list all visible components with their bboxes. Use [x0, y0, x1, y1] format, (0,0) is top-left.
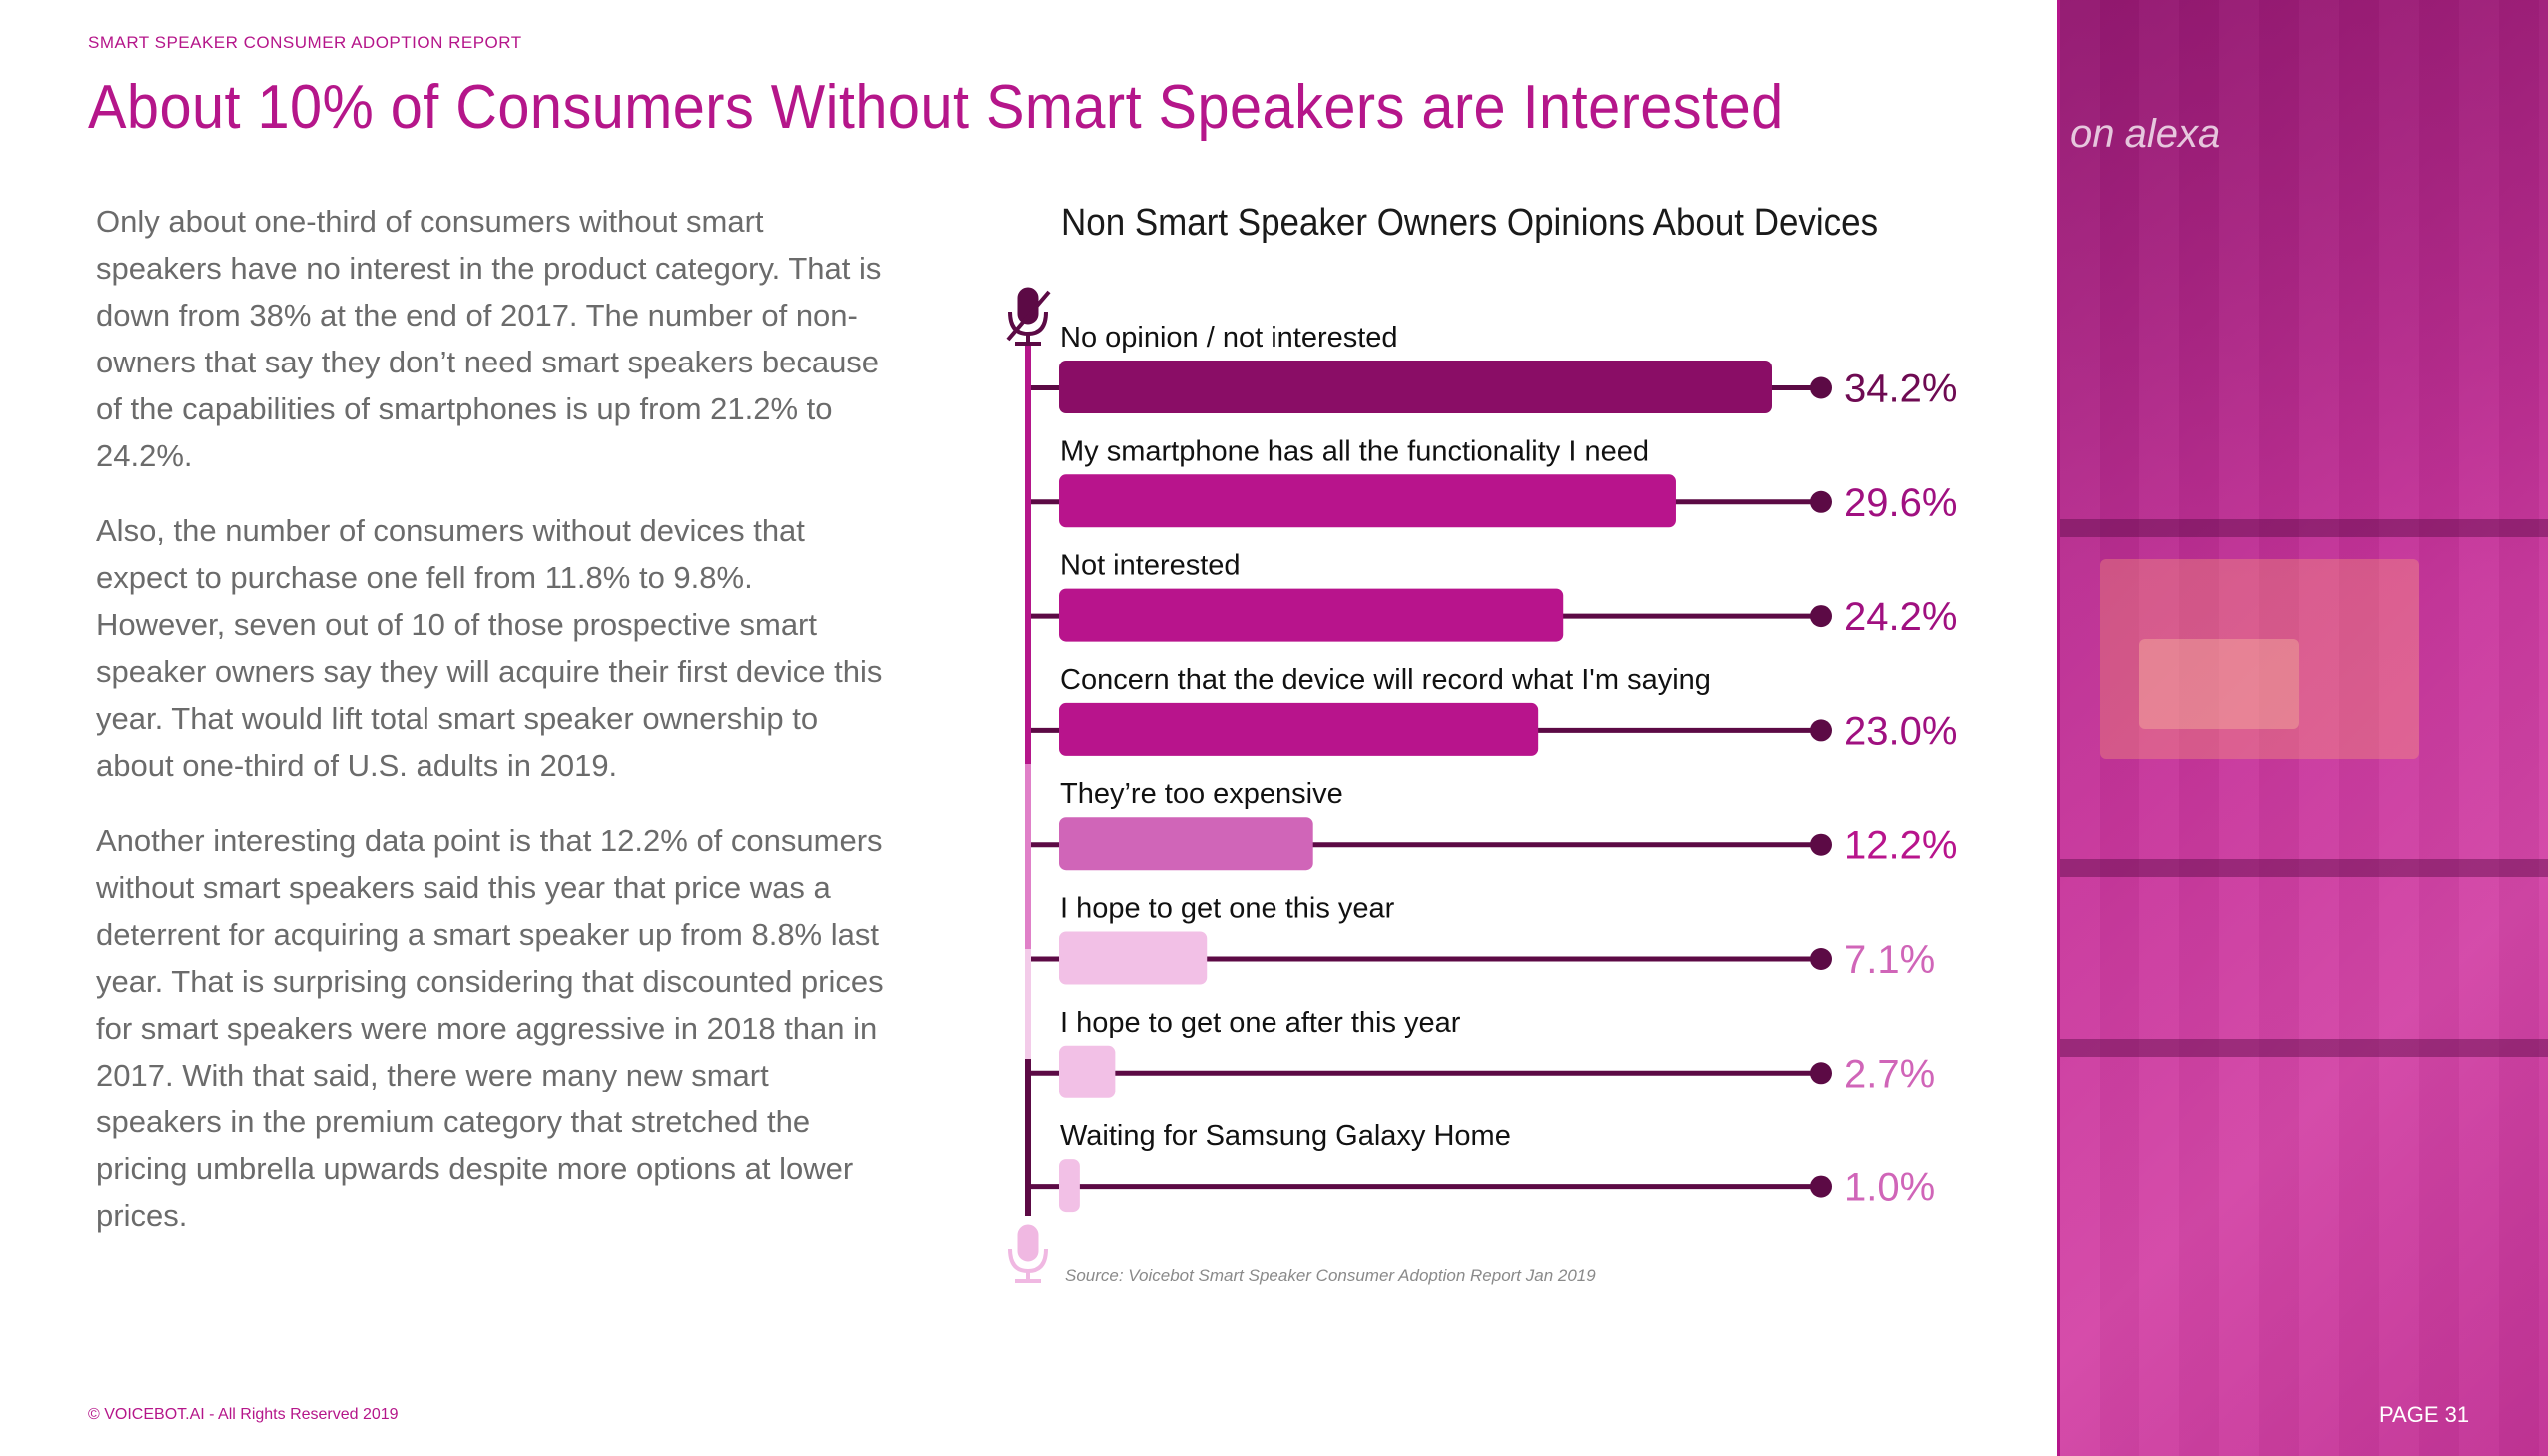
- alexa-sign: on alexa: [2070, 112, 2221, 156]
- value-label: 12.2%: [1844, 824, 1957, 868]
- category-label: No opinion / not interested: [1060, 322, 1398, 354]
- chart-axis: [1025, 345, 1031, 1216]
- bar-group: No opinion / not interested 34.2%: [1031, 322, 1957, 413]
- bar: [1059, 931, 1208, 985]
- endpoint-dot: [1810, 490, 1832, 513]
- muted-microphone-icon: [1006, 287, 1051, 346]
- endpoint-dot: [1810, 1062, 1832, 1085]
- value-label: 29.6%: [1844, 481, 1957, 525]
- category-label: Not interested: [1060, 550, 1241, 582]
- bar-group: Concern that the device will record what…: [1031, 664, 1957, 756]
- value-label: 7.1%: [1844, 938, 1935, 982]
- category-label: I hope to get one this year: [1060, 893, 1395, 925]
- bar: [1059, 817, 1313, 871]
- value-label: 34.2%: [1844, 367, 1957, 411]
- bar: [1059, 1045, 1116, 1098]
- endpoint-dot: [1810, 948, 1832, 970]
- value-label: 23.0%: [1844, 709, 1957, 753]
- page-number: PAGE 31: [2379, 1402, 2470, 1427]
- chart-source: Source: Voicebot Smart Speaker Consumer …: [1065, 1266, 1596, 1285]
- store-display-photo: on alexa: [2057, 0, 2548, 1456]
- endpoint-dot: [1810, 1175, 1832, 1198]
- category-label: Waiting for Samsung Galaxy Home: [1060, 1120, 1511, 1152]
- bar-group: They’re too expensive 12.2%: [1031, 778, 1957, 871]
- chart-title: Non Smart Speaker Owners Opinions About …: [1061, 202, 1879, 244]
- bar-group: Waiting for Samsung Galaxy Home 1.0%: [1031, 1120, 1935, 1213]
- category-label: My smartphone has all the functionality …: [1060, 435, 1649, 467]
- paragraph-3: Another interesting data point is that 1…: [96, 823, 884, 1233]
- bar-group: My smartphone has all the functionality …: [1031, 435, 1957, 528]
- page-title: About 10% of Consumers Without Smart Spe…: [88, 73, 1784, 142]
- bar-group: I hope to get one after this year 2.7%: [1031, 1007, 1935, 1098]
- endpoint-dot: [1810, 605, 1832, 628]
- bar: [1059, 1159, 1080, 1213]
- value-label: 24.2%: [1844, 595, 1957, 639]
- endpoint-dot: [1810, 719, 1832, 742]
- bar: [1059, 702, 1539, 756]
- category-label: Concern that the device will record what…: [1060, 664, 1711, 696]
- category-label: They’re too expensive: [1060, 778, 1343, 810]
- category-label: I hope to get one after this year: [1060, 1007, 1461, 1039]
- report-label: SMART SPEAKER CONSUMER ADOPTION REPORT: [88, 33, 522, 52]
- bar: [1059, 361, 1772, 413]
- footer-copyright: © VOICEBOT.AI - All Rights Reserved 2019: [88, 1406, 399, 1423]
- bar-group: I hope to get one this year 7.1%: [1031, 893, 1935, 985]
- bar: [1059, 474, 1676, 528]
- value-label: 2.7%: [1844, 1052, 1935, 1095]
- value-label: 1.0%: [1844, 1166, 1935, 1210]
- paragraph-2: Also, the number of consumers without de…: [96, 513, 883, 783]
- bar-group: Not interested 24.2%: [1031, 550, 1957, 642]
- paragraph-1: Only about one-third of consumers withou…: [96, 204, 882, 473]
- bar: [1059, 588, 1564, 642]
- endpoint-dot: [1810, 833, 1832, 856]
- endpoint-dot: [1810, 376, 1832, 399]
- body-text: Only about one-third of consumers withou…: [96, 198, 885, 1267]
- microphone-icon: [1008, 1224, 1048, 1283]
